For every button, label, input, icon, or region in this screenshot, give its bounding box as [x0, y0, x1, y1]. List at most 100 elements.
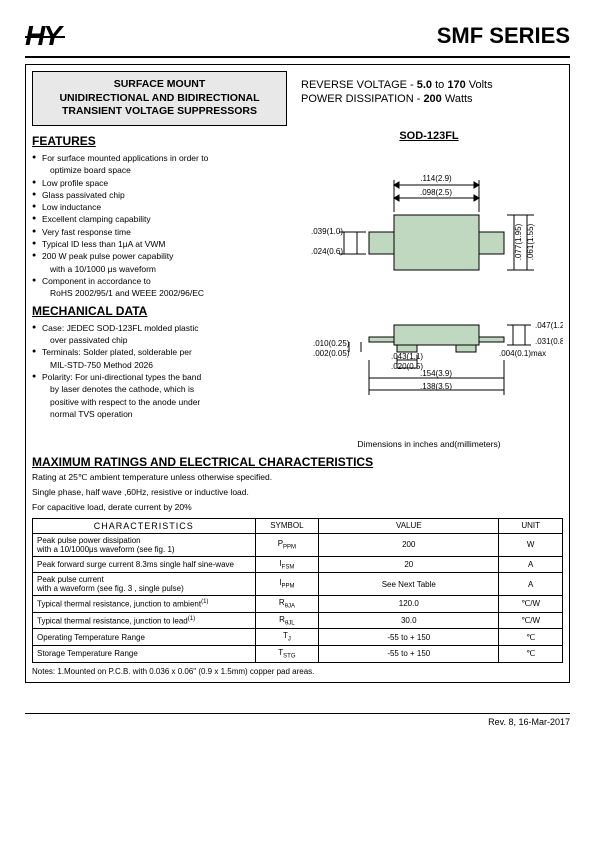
svg-text:.077(1.95): .077(1.95) — [514, 223, 523, 260]
char-cell: Storage Temperature Range — [33, 645, 256, 662]
char-cell: Peak pulse currentwith a waveform (see f… — [33, 573, 256, 596]
table-row: Typical thermal resistance, junction to … — [33, 612, 563, 629]
rating-note: For capacitive load, derate current by 2… — [32, 502, 563, 514]
table-row: Typical thermal resistance, junction to … — [33, 596, 563, 613]
val-cell: -55 to + 150 — [319, 645, 499, 662]
rating-note: Rating at 25℃ ambient temperature unless… — [32, 472, 563, 484]
unit-cell: A — [499, 573, 563, 596]
svg-text:.031(0.8): .031(0.8) — [535, 337, 563, 346]
sym-cell: TJ — [255, 629, 319, 646]
th-sym: SYMBOL — [255, 518, 319, 533]
svg-text:.004(0.1)max: .004(0.1)max — [499, 349, 546, 358]
svg-text:.039(1.0): .039(1.0) — [311, 227, 343, 236]
table-row: Peak pulse currentwith a waveform (see f… — [33, 573, 563, 596]
title-l1: SURFACE MOUNT — [41, 78, 278, 92]
svg-text:.114(2.9): .114(2.9) — [420, 174, 452, 183]
spec-voltage: REVERSE VOLTAGE - 5.0 to 170 Volts — [301, 79, 555, 91]
unit-cell: A — [499, 556, 563, 573]
mech-item: Polarity: For uni-directional types the … — [32, 371, 279, 383]
sym-cell: IFSM — [255, 556, 319, 573]
dim-caption: Dimensions in inches and(millimeters) — [295, 439, 563, 449]
footer-rule — [25, 713, 570, 714]
spec-power: POWER DISSIPATION - 200 Watts — [301, 93, 555, 105]
char-cell: Operating Temperature Range — [33, 629, 256, 646]
val-cell: 200 — [319, 533, 499, 556]
logo: HY — [25, 20, 60, 52]
char-cell: Peak forward surge current 8.3ms single … — [33, 556, 256, 573]
feature-item: Excellent clamping capability — [32, 213, 279, 225]
mech-item: by laser denotes the cathode, which is — [32, 383, 279, 395]
unit-cell: W — [499, 533, 563, 556]
package-label: SOD-123FL — [295, 130, 563, 142]
features-list: For surface mounted applications in orde… — [32, 152, 279, 300]
val-cell: 20 — [319, 556, 499, 573]
package-diagram: .114(2.9) .098(2.5) .039(1.0) .024(0.6) … — [295, 150, 563, 430]
svg-text:.010(0.25): .010(0.25) — [313, 339, 350, 348]
char-cell: Typical thermal resistance, junction to … — [33, 596, 256, 613]
unit-cell: ℃/W — [499, 612, 563, 629]
left-column: FEATURES For surface mounted application… — [32, 130, 287, 449]
svg-text:.098(2.5): .098(2.5) — [420, 188, 452, 197]
th-val: VALUE — [319, 518, 499, 533]
feature-item: RoHS 2002/95/1 and WEEE 2002/96/EC — [32, 287, 279, 299]
feature-item: Low profile space — [32, 177, 279, 189]
svg-text:.061(1.55): .061(1.55) — [526, 223, 535, 260]
right-column: SOD-123FL — [287, 130, 563, 449]
mechanical-list: Case: JEDEC SOD-123FL molded plastic ove… — [32, 322, 279, 421]
page-header: HY SMF SERIES — [25, 20, 570, 58]
svg-text:.043(1.1): .043(1.1) — [391, 352, 423, 361]
revision: Rev. 8, 16-Mar-2017 — [25, 717, 570, 727]
table-row: Peak pulse power dissipationwith a 10/10… — [33, 533, 563, 556]
feature-item: Low inductance — [32, 201, 279, 213]
sym-cell: IPPM — [255, 573, 319, 596]
table-row: Peak forward surge current 8.3ms single … — [33, 556, 563, 573]
sym-cell: RθJA — [255, 596, 319, 613]
max-ratings-heading: MAXIMUM RATINGS AND ELECTRICAL CHARACTER… — [32, 455, 563, 469]
table-notes: Notes: 1.Mounted on P.C.B. with 0.036 x … — [32, 667, 563, 676]
feature-item: Component in accordance to — [32, 275, 279, 287]
svg-text:.138(3.5): .138(3.5) — [420, 382, 452, 391]
feature-item: 200 W peak pulse power capability — [32, 250, 279, 262]
unit-cell: ℃ — [499, 629, 563, 646]
val-cell: -55 to + 150 — [319, 629, 499, 646]
sym-cell: PPPM — [255, 533, 319, 556]
table-row: Storage Temperature RangeTSTG-55 to + 15… — [33, 645, 563, 662]
mech-item: over passivated chip — [32, 334, 279, 346]
svg-text:.154(3.9): .154(3.9) — [420, 369, 452, 378]
feature-item: optimize board space — [32, 164, 279, 176]
title-l3: TRANSIENT VOLTAGE SUPPRESSORS — [41, 105, 278, 119]
unit-cell: ℃/W — [499, 596, 563, 613]
mech-item: positive with respect to the anode under — [32, 396, 279, 408]
th-char: CHARACTERISTICS — [33, 518, 256, 533]
title-box: SURFACE MOUNT UNIDIRECTIONAL AND BIDIREC… — [32, 71, 287, 126]
val-cell: 30.0 — [319, 612, 499, 629]
feature-item: For surface mounted applications in orde… — [32, 152, 279, 164]
main-box: SURFACE MOUNT UNIDIRECTIONAL AND BIDIREC… — [25, 64, 570, 683]
title-l2: UNIDIRECTIONAL AND BIDIRECTIONAL — [41, 92, 278, 106]
features-heading: FEATURES — [32, 134, 279, 148]
svg-text:.002(0.05): .002(0.05) — [313, 349, 350, 358]
svg-text:.047(1.2): .047(1.2) — [535, 321, 563, 330]
svg-text:.020(0.5): .020(0.5) — [391, 362, 423, 371]
mech-item: MIL-STD-750 Method 2026 — [32, 359, 279, 371]
mech-item: Case: JEDEC SOD-123FL molded plastic — [32, 322, 279, 334]
mech-item: Terminals: Solder plated, solderable per — [32, 346, 279, 358]
rating-note: Single phase, half wave ,60Hz, resistive… — [32, 487, 563, 499]
char-cell: Typical thermal resistance, junction to … — [33, 612, 256, 629]
mechanical-heading: MECHANICAL DATA — [32, 304, 279, 318]
val-cell: See Next Table — [319, 573, 499, 596]
feature-item: with a 10/1000 μs waveform — [32, 263, 279, 275]
unit-cell: ℃ — [499, 645, 563, 662]
table-row: Operating Temperature RangeTJ-55 to + 15… — [33, 629, 563, 646]
specs-box: REVERSE VOLTAGE - 5.0 to 170 Volts POWER… — [293, 71, 563, 126]
char-cell: Peak pulse power dissipationwith a 10/10… — [33, 533, 256, 556]
feature-item: Typical ID less than 1μA at VWM — [32, 238, 279, 250]
sym-cell: TSTG — [255, 645, 319, 662]
sym-cell: RθJL — [255, 612, 319, 629]
characteristics-table: CHARACTERISTICS SYMBOL VALUE UNIT Peak p… — [32, 518, 563, 663]
mech-item: normal TVS operation — [32, 408, 279, 420]
feature-item: Very fast response time — [32, 226, 279, 238]
svg-text:.024(0.6): .024(0.6) — [311, 247, 343, 256]
feature-item: Glass passivated chip — [32, 189, 279, 201]
val-cell: 120.0 — [319, 596, 499, 613]
